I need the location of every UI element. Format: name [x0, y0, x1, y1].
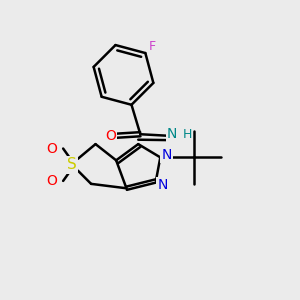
Text: O: O [46, 142, 57, 155]
Text: F: F [148, 40, 156, 53]
Text: O: O [46, 174, 57, 188]
Text: N: N [167, 127, 177, 141]
Text: N: N [157, 178, 168, 192]
Text: H: H [183, 128, 192, 141]
Text: O: O [105, 129, 116, 143]
Text: S: S [67, 157, 76, 172]
Text: N: N [162, 148, 172, 162]
